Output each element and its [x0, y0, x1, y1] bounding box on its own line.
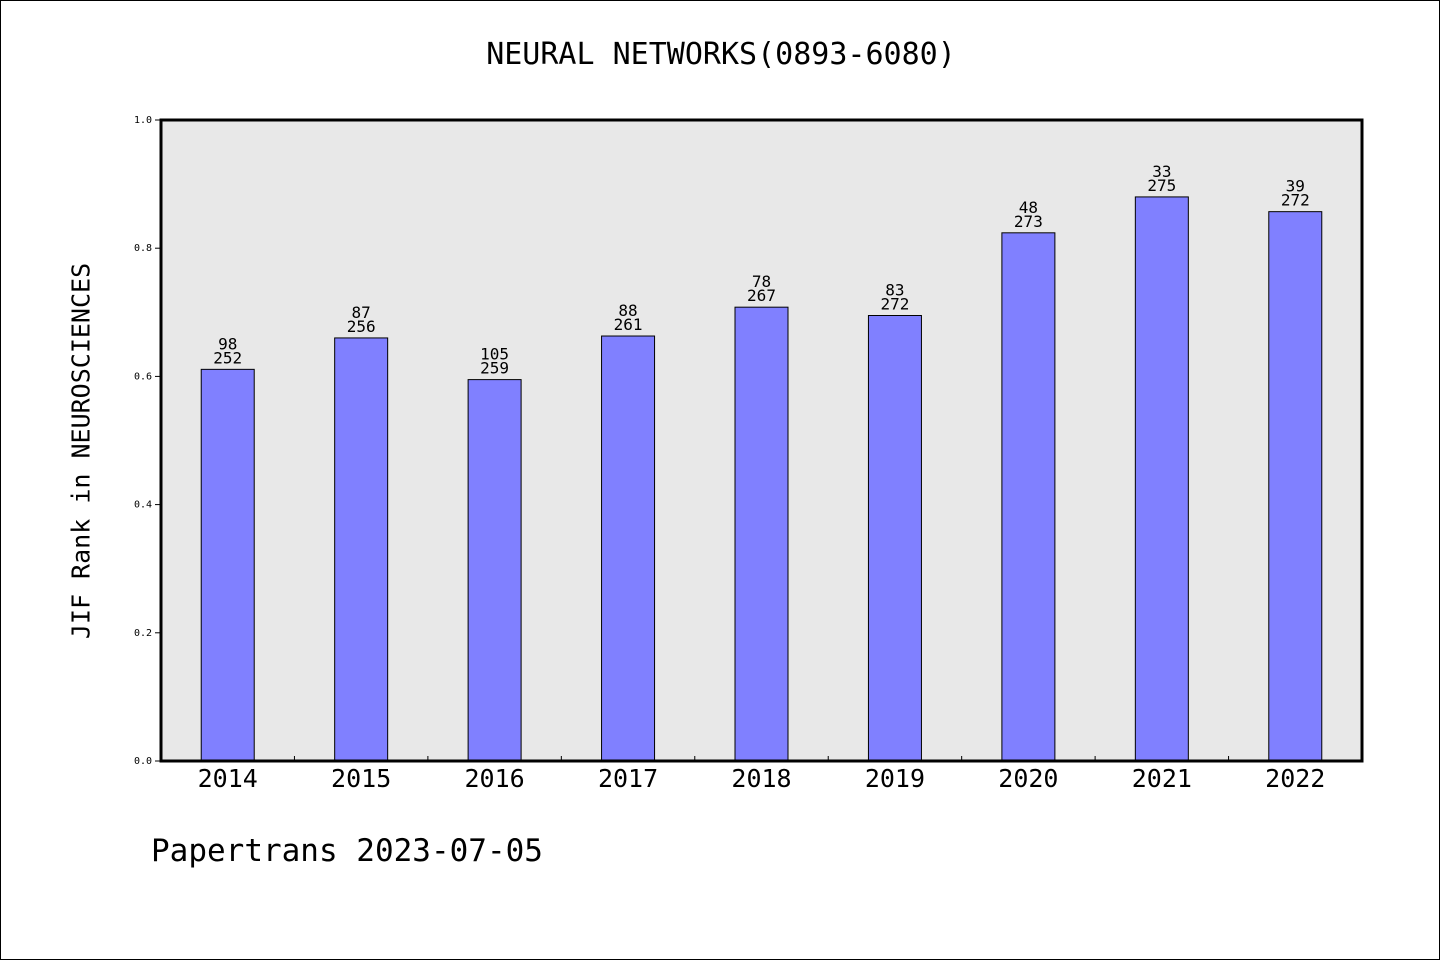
x-tick-label: 2017 [598, 764, 658, 793]
x-tick-label: 2021 [1132, 764, 1192, 793]
bar-total-label: 252 [213, 348, 242, 367]
y-tick-label: 1.0 [134, 115, 152, 126]
bar-2020 [1001, 232, 1056, 762]
x-tick-label: 2019 [865, 764, 925, 793]
bar-2022 [1268, 211, 1323, 762]
bar-total-label: 275 [1147, 176, 1176, 195]
y-tick-label: 0.4 [134, 500, 152, 511]
bar-total-label: 272 [1281, 191, 1310, 210]
y-tick-label: 0.0 [134, 756, 152, 767]
bar-2016 [467, 379, 522, 762]
bar-2015 [334, 337, 389, 762]
bar-2019 [867, 315, 922, 762]
bar-rank-label: 33 [1152, 162, 1171, 181]
bar-rank-label: 83 [885, 281, 904, 300]
x-tick-label: 2015 [331, 764, 391, 793]
bar-rank-label: 98 [218, 334, 237, 353]
bar-total-label: 273 [1014, 212, 1043, 231]
bar-rank-label: 39 [1286, 177, 1305, 196]
bar-2018 [734, 306, 789, 762]
bar-rank-label: 78 [752, 272, 771, 291]
x-tick-label: 2018 [731, 764, 791, 793]
x-tick-label: 2016 [465, 764, 525, 793]
x-tick-label: 2020 [998, 764, 1058, 793]
y-tick-label: 0.2 [134, 628, 152, 639]
bar-rank-label: 88 [618, 301, 637, 320]
bar-rank-label: 105 [480, 345, 509, 364]
bar-total-label: 259 [480, 359, 509, 378]
y-tick-label: 0.8 [134, 243, 152, 254]
bar-total-label: 267 [747, 286, 776, 305]
bar-total-label: 272 [880, 295, 909, 314]
plot-frame [159, 118, 1364, 763]
bar-2021 [1134, 196, 1189, 762]
chart-title: NEURAL NETWORKS(0893-6080) [486, 37, 956, 72]
y-tick-label: 0.6 [134, 371, 152, 382]
footer-credit: Papertrans 2023-07-05 [151, 833, 543, 869]
bar-rank-label: 87 [352, 303, 371, 322]
x-tick-label: 2022 [1265, 764, 1325, 793]
bar-rank-label: 48 [1019, 198, 1038, 217]
bar-2014 [200, 368, 255, 762]
bar-total-label: 256 [347, 317, 376, 336]
bar-total-label: 261 [614, 315, 643, 334]
x-tick-label: 2014 [198, 764, 258, 793]
bar-2017 [601, 335, 656, 762]
